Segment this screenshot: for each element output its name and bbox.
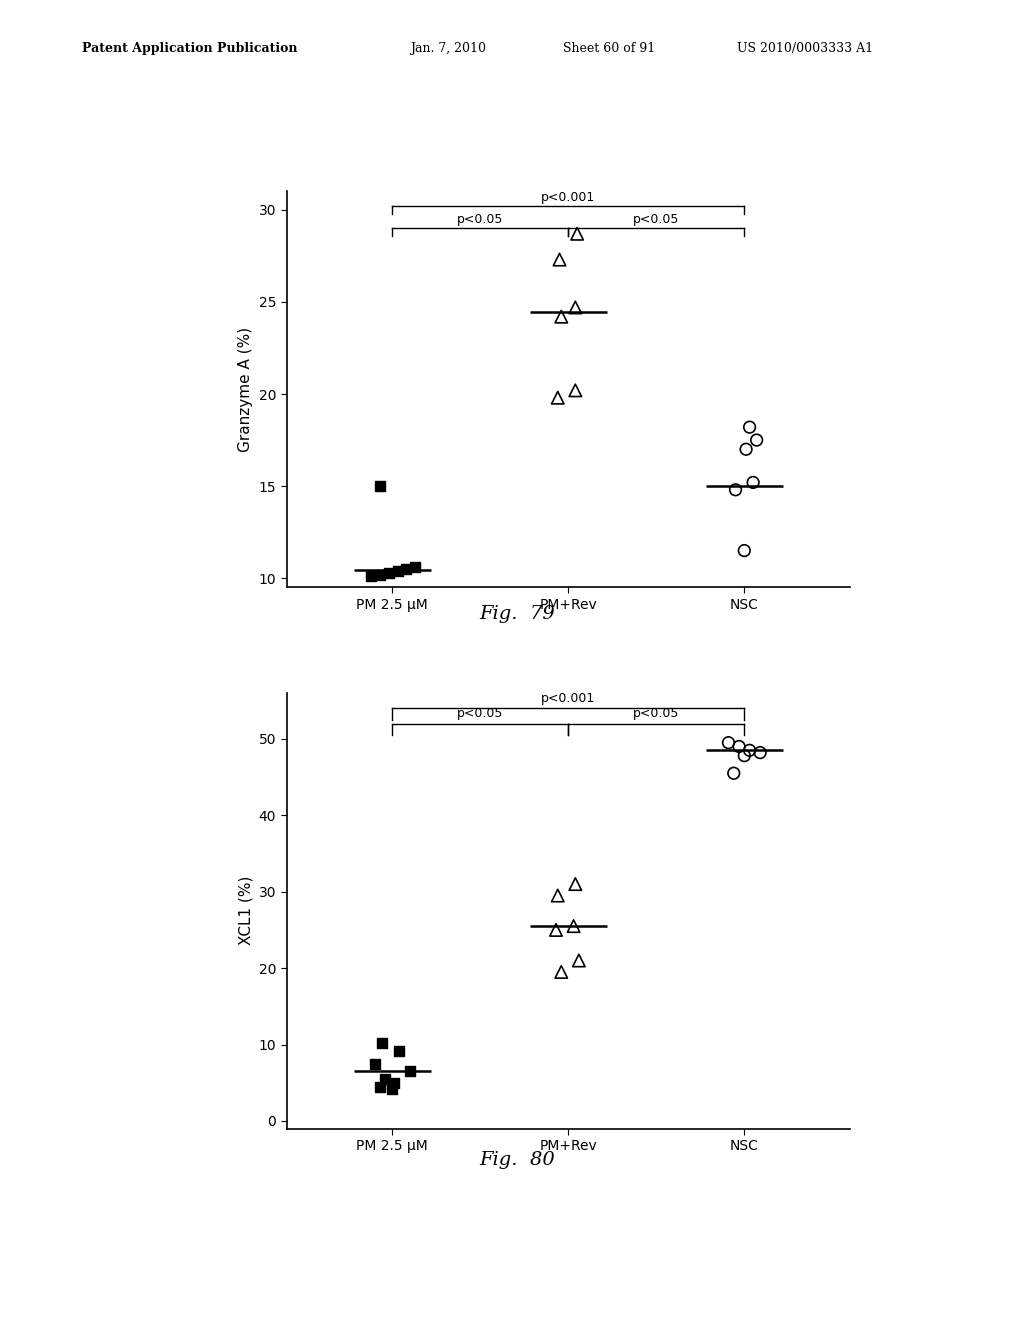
Point	[391, 1040, 408, 1061]
Point	[752, 742, 768, 763]
Point	[372, 1076, 388, 1097]
Point	[389, 560, 406, 581]
Point	[736, 744, 753, 766]
Point	[720, 733, 736, 754]
Point	[570, 950, 587, 972]
Point	[401, 1061, 418, 1082]
Y-axis label: Granzyme A (%): Granzyme A (%)	[239, 327, 253, 451]
Point	[367, 1053, 383, 1074]
Text: p<0.05: p<0.05	[457, 213, 504, 226]
Point	[372, 564, 388, 585]
Text: US 2010/0003333 A1: US 2010/0003333 A1	[737, 42, 873, 55]
Point	[741, 739, 758, 760]
Y-axis label: XCL1 (%): XCL1 (%)	[239, 876, 253, 945]
Point	[553, 961, 569, 982]
Point	[551, 249, 567, 271]
Point	[553, 306, 569, 327]
Point	[741, 417, 758, 438]
Point	[749, 429, 765, 450]
Point	[386, 1072, 402, 1093]
Point	[567, 874, 584, 895]
Point	[567, 380, 584, 401]
Text: p<0.05: p<0.05	[457, 708, 504, 721]
Point	[377, 1068, 393, 1089]
Text: Fig.  79: Fig. 79	[479, 605, 555, 623]
Point	[384, 1078, 400, 1100]
Text: p<0.001: p<0.001	[542, 692, 595, 705]
Point	[565, 916, 582, 937]
Point	[727, 479, 743, 500]
Point	[548, 919, 564, 940]
Point	[398, 558, 415, 579]
Point	[364, 566, 380, 587]
Point	[381, 562, 397, 583]
Point	[407, 557, 423, 578]
Point	[731, 737, 748, 758]
Point	[736, 540, 753, 561]
Point	[374, 1032, 390, 1053]
Text: Jan. 7, 2010: Jan. 7, 2010	[410, 42, 485, 55]
Point	[738, 438, 755, 459]
Point	[372, 475, 388, 496]
Text: p<0.05: p<0.05	[633, 213, 680, 226]
Point	[550, 884, 566, 906]
Text: Patent Application Publication: Patent Application Publication	[82, 42, 297, 55]
Text: Fig.  80: Fig. 80	[479, 1151, 555, 1170]
Point	[744, 471, 761, 492]
Point	[567, 297, 584, 318]
Point	[726, 763, 742, 784]
Point	[569, 223, 586, 244]
Point	[550, 387, 566, 408]
Text: p<0.001: p<0.001	[542, 191, 595, 203]
Text: Sheet 60 of 91: Sheet 60 of 91	[563, 42, 655, 55]
Text: p<0.05: p<0.05	[633, 708, 680, 721]
